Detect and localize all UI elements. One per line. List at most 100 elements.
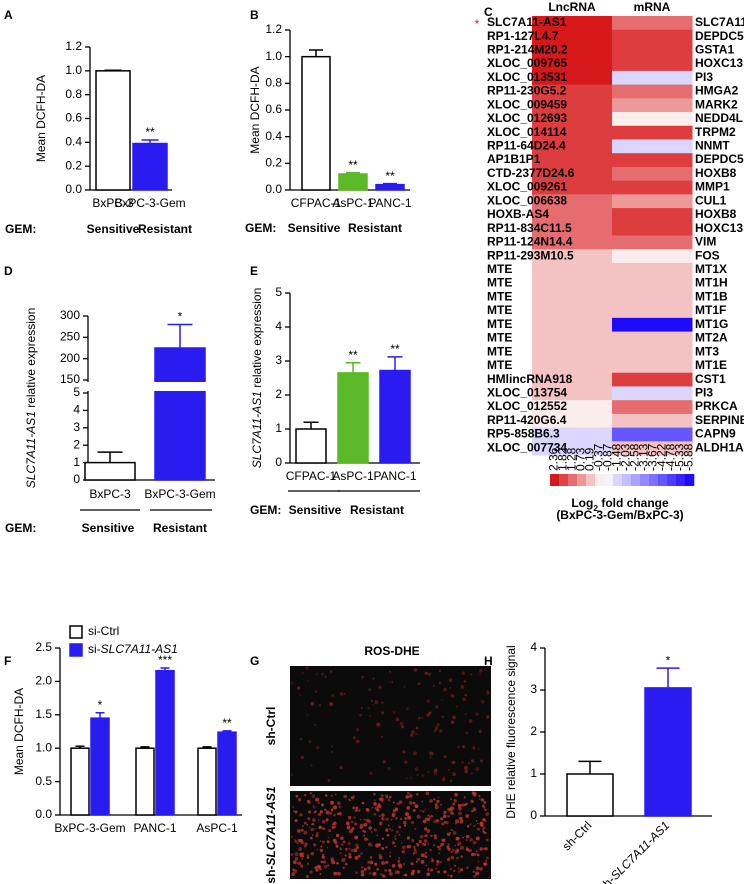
- heat-cell: [532, 194, 613, 209]
- fluorescence-spot: [433, 730, 436, 733]
- heat-cell: [612, 413, 693, 429]
- fluorescence-spot: [440, 817, 444, 821]
- fluorescence-spot: [325, 819, 328, 823]
- fluorescence-spot: [305, 666, 309, 670]
- error-bar: [202, 746, 212, 749]
- fluorescence-spot: [424, 809, 427, 811]
- fluorescence-spot: [321, 672, 324, 676]
- fluorescence-spot: [424, 817, 429, 822]
- significance: **: [222, 716, 232, 730]
- fluorescence-spot: [291, 872, 295, 876]
- fluorescence-spot: [302, 825, 304, 827]
- x-tick-label: BxPC-3-Gem: [54, 821, 125, 835]
- heat-cell: [532, 290, 613, 305]
- fluorescence-spot: [450, 851, 453, 854]
- colorbar-tick-label: -0.37: [592, 443, 606, 471]
- fluorescence-spot: [294, 840, 298, 844]
- fluorescence-spot: [476, 827, 480, 831]
- fluorescence-spot: [480, 699, 485, 704]
- y-tick-label: 0.4: [265, 129, 282, 143]
- fluorescence-spot: [414, 767, 419, 772]
- heat-cell: [612, 427, 693, 442]
- fluorescence-spot: [303, 830, 308, 835]
- y-axis-label: DHE relative fluorescence signal: [504, 645, 518, 818]
- x-tick-label: PANC-1: [133, 821, 176, 835]
- bar: [379, 369, 411, 464]
- fluorescence-spot: [463, 765, 468, 770]
- fluorescence-spot: [458, 870, 461, 873]
- fluorescence-spot: [369, 872, 372, 875]
- row-label-right: MARK2: [695, 97, 738, 111]
- fluorescence-spot: [347, 815, 352, 820]
- fluorescence-spot: [449, 798, 453, 801]
- heat-cell: [612, 153, 693, 168]
- fluorescence-spot: [427, 867, 430, 871]
- colorbar-tick-label: 2.36: [547, 447, 561, 471]
- error-bar: [309, 49, 323, 57]
- fluorescence-spot: [324, 808, 327, 811]
- heat-cell: [532, 400, 613, 415]
- fluorescence-spot: [381, 711, 385, 715]
- error-bar: [75, 745, 85, 749]
- fluorescence-spot: [338, 811, 342, 816]
- fluorescence-spot: [313, 811, 316, 814]
- fluorescence-spot: [298, 798, 302, 802]
- fluorescence-spot: [469, 673, 473, 676]
- y-tick-label: 1.0: [265, 49, 282, 63]
- fluorescence-spot: [339, 852, 342, 855]
- fluorescence-spot: [448, 678, 453, 683]
- fluorescence-spot: [391, 841, 395, 845]
- fluorescence-spot: [483, 806, 486, 809]
- fluorescence-spot: [344, 854, 347, 857]
- fluorescence-spot: [367, 842, 372, 847]
- fluorescence-spot: [436, 860, 440, 864]
- fluorescence-spot: [398, 800, 403, 804]
- fluorescence-spot: [443, 820, 447, 824]
- fluorescence-spot: [459, 816, 463, 821]
- fluorescence-spot: [452, 772, 456, 777]
- fluorescence-spot: [293, 869, 298, 874]
- fluorescence-spot: [303, 821, 307, 825]
- bar: [338, 173, 368, 191]
- fluorescence-spot: [354, 835, 359, 840]
- fluorescence-spot: [422, 810, 425, 813]
- row-label-left: RP11-230G5.2: [487, 84, 567, 98]
- fluorescence-spot: [312, 805, 315, 808]
- column-label: mRNA: [634, 0, 671, 14]
- fluorescence-spot: [362, 829, 365, 833]
- fluorescence-spot: [476, 853, 480, 857]
- fluorescence-spot: [318, 704, 322, 707]
- fluorescence-spot: [416, 843, 420, 847]
- fluorescence-spot: [429, 848, 432, 851]
- fluorescence-spot: [482, 830, 485, 833]
- fluorescence-spot: [369, 860, 374, 865]
- y-tick-label: 150: [60, 372, 80, 386]
- colorbar-tick-label: 1.82: [556, 447, 570, 471]
- significance: *: [98, 698, 103, 712]
- fluorescence-spot: [425, 864, 428, 867]
- bar: [337, 372, 369, 464]
- fluorescence-spot: [369, 715, 372, 718]
- fluorescence-spot: [426, 699, 430, 703]
- fluorescence-spot: [471, 852, 475, 857]
- fluorescence-spot: [394, 807, 399, 812]
- fluorescence-spot: [377, 803, 381, 806]
- fluorescence-spot: [359, 825, 363, 829]
- fluorescence-spot: [355, 728, 360, 732]
- fluorescence-spot: [399, 818, 402, 821]
- heat-cell: [532, 166, 613, 182]
- text-part: sh-: [596, 873, 618, 884]
- colorbar-tick-label: -2.03: [619, 443, 633, 471]
- fluorescence-spot: [435, 726, 439, 730]
- fluorescence-spot: [361, 801, 365, 805]
- row-label-right: HOXB8: [695, 166, 737, 180]
- fluorescence-spot: [300, 840, 304, 845]
- fluorescence-spot: [311, 823, 315, 826]
- fluorescence-spot: [348, 847, 351, 850]
- fluorescence-spot: [443, 870, 447, 874]
- fluorescence-spot: [396, 870, 400, 874]
- fluorescence-spot: [475, 820, 478, 822]
- fluorescence-spot: [367, 707, 370, 710]
